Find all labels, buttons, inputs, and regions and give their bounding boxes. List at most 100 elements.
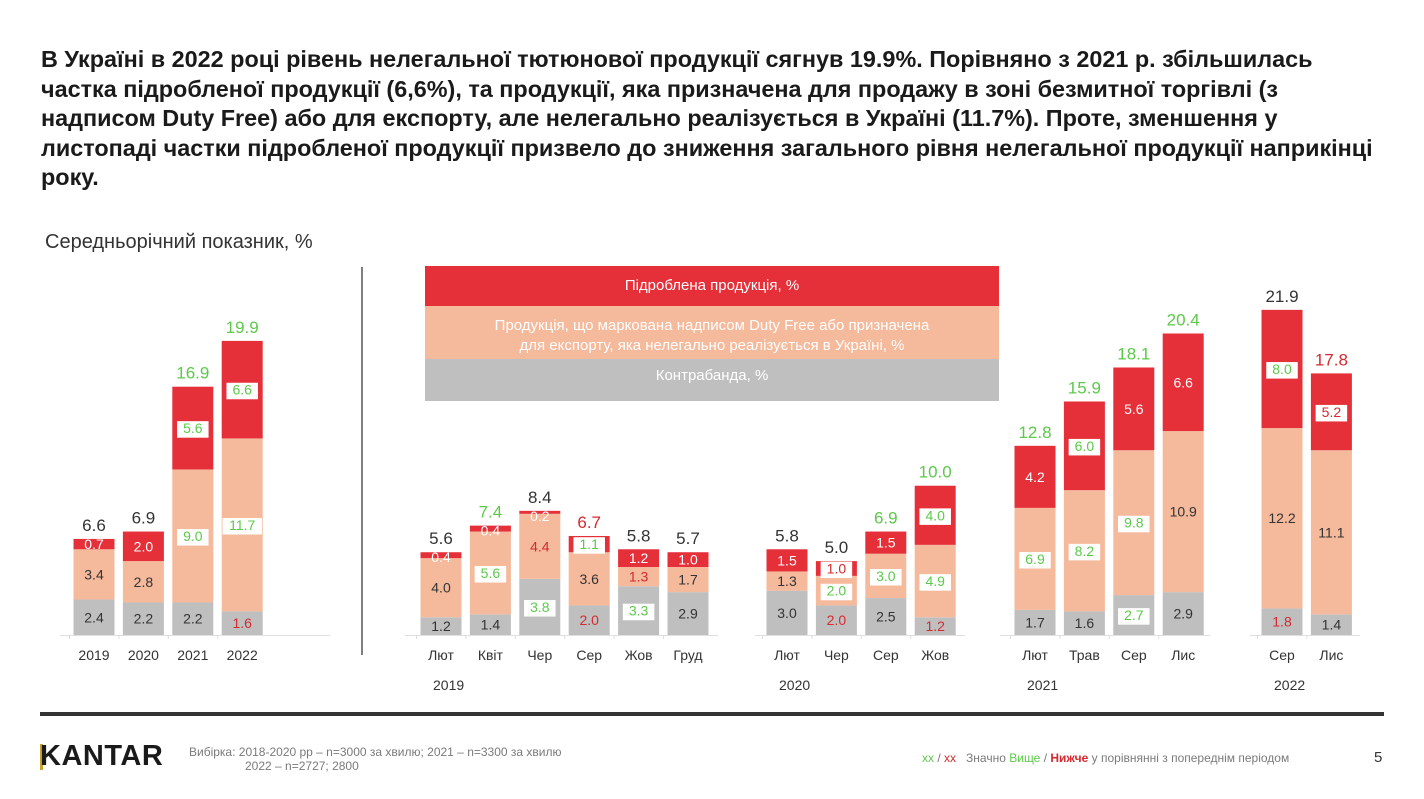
bar-segment-contraband: [469, 614, 511, 635]
label-contraband: 2.5: [876, 609, 896, 625]
label-total: 6.9: [132, 509, 156, 528]
label-total: 8.4: [528, 488, 552, 507]
bar-segment-duty-free: [122, 561, 164, 603]
label-duty-free: 2.0: [827, 583, 847, 599]
label-total: 5.6: [429, 529, 453, 548]
label-counterfeit: 5.6: [1124, 401, 1144, 417]
label-total: 5.8: [627, 526, 651, 545]
label-counterfeit: 1.5: [876, 535, 896, 551]
x-tick-label: Сер: [576, 647, 602, 663]
label-contraband: 2.0: [579, 612, 599, 628]
bar-segment-contraband: [420, 617, 462, 635]
x-tick-label: Лис: [1319, 647, 1343, 663]
label-duty-free: 3.6: [579, 571, 599, 587]
label-contraband: 1.8: [1272, 614, 1292, 630]
significance-note: xx / xx Значно Вище / Нижче у порівнянні…: [922, 751, 1289, 765]
label-duty-free: 4.9: [925, 573, 945, 589]
label-duty-free: 6.9: [1025, 551, 1045, 567]
label-duty-free: 5.6: [481, 565, 501, 581]
bar-segment-duty-free: [618, 567, 660, 587]
x-tick-label: Лют: [774, 647, 800, 663]
label-duty-free-box: [870, 568, 902, 586]
label-contraband: 1.2: [431, 618, 451, 634]
bar-segment-counterfeit: [469, 525, 511, 532]
label-duty-free: 9.8: [1124, 515, 1144, 531]
bar-segment-contraband: [1162, 592, 1204, 635]
label-duty-free-box: [222, 517, 262, 535]
label-total: 21.9: [1265, 287, 1298, 306]
label-counterfeit: 0.4: [481, 523, 501, 539]
label-total: 16.9: [176, 364, 209, 383]
label-total: 17.8: [1315, 350, 1348, 369]
label-contraband: 1.2: [925, 618, 945, 634]
footer-divider: [40, 712, 1384, 716]
label-contraband: 1.4: [481, 617, 501, 633]
x-tick-label: Жов: [921, 647, 949, 663]
group-label: 2022: [1274, 677, 1305, 693]
label-duty-free: 12.2: [1268, 510, 1295, 526]
legend-duty-free-line1: Продукція, що маркована надписом Duty Fr…: [494, 317, 930, 334]
sample-note: Вибірка: 2018-2020 рр – n=3000 за хвилю;…: [189, 745, 562, 773]
label-counterfeit: 2.0: [134, 538, 154, 554]
x-tick-label: 2020: [128, 647, 159, 663]
x-tick-label: Сер: [1269, 647, 1295, 663]
x-tick-label: Чер: [824, 647, 849, 663]
stacked-bar-chart: 2.43.40.76.620192.22.82.06.920202.29.05.…: [60, 267, 1360, 693]
label-counterfeit: 0.7: [84, 536, 104, 552]
label-counterfeit-box: [1315, 404, 1348, 422]
label-contraband: 2.7: [1124, 607, 1144, 623]
label-duty-free: 4.0: [431, 580, 451, 596]
bar-segment-duty-free: [519, 513, 561, 579]
label-contraband-box: [622, 603, 655, 621]
label-duty-free: 10.9: [1170, 504, 1197, 520]
label-contraband: 1.6: [232, 615, 252, 631]
x-tick-label: Квіт: [478, 647, 504, 663]
bar-segment-contraband: [865, 598, 907, 635]
label-total: 5.0: [825, 538, 849, 557]
label-counterfeit: 4.2: [1025, 469, 1045, 485]
label-contraband: 2.4: [84, 609, 104, 625]
bar-segment-contraband: [1014, 609, 1056, 635]
sample-line-1: Вибірка: 2018-2020 рр – n=3000 за хвилю;…: [189, 745, 562, 759]
bar-segment-contraband: [1310, 614, 1352, 635]
label-contraband: 2.9: [678, 606, 698, 622]
label-duty-free-box: [1019, 551, 1051, 569]
page-number: 5: [1374, 749, 1383, 766]
bar-segment-contraband: [667, 592, 709, 635]
bar-segment-contraband: [914, 617, 956, 635]
label-counterfeit: 6.6: [1173, 374, 1193, 390]
label-duty-free: 1.3: [629, 569, 649, 585]
label-duty-free-box: [177, 529, 209, 546]
label-duty-free-box: [919, 574, 951, 591]
label-counterfeit: 1.1: [579, 536, 599, 552]
label-duty-free: 1.7: [678, 572, 698, 588]
label-counterfeit: 1.5: [777, 552, 797, 568]
label-contraband: 3.8: [530, 599, 550, 615]
label-contraband-box: [1118, 608, 1150, 625]
headline: В Україні в 2022 році рівень нелегальної…: [41, 46, 1373, 190]
x-tick-label: Чер: [527, 647, 552, 663]
label-duty-free: 11.1: [1318, 524, 1344, 540]
legend-item-counterfeit: Підроблена продукція, %: [425, 266, 999, 306]
chart-subtitle: Середньорічний показник, %: [45, 231, 313, 253]
x-tick-label: 2021: [177, 647, 208, 663]
label-counterfeit: 8.0: [1272, 361, 1292, 377]
note-slash: /: [937, 751, 941, 765]
label-counterfeit: 1.0: [827, 560, 847, 576]
label-counterfeit: 1.2: [629, 550, 649, 566]
bar-segment-contraband: [1261, 608, 1303, 635]
label-total: 6.7: [577, 513, 601, 532]
x-tick-label: Лют: [1022, 647, 1048, 663]
group-label: 2020: [779, 677, 810, 693]
label-counterfeit: 4.0: [925, 507, 945, 523]
label-counterfeit-box: [820, 561, 853, 579]
bar-segment-contraband: [766, 590, 808, 635]
label-duty-free: 4.4: [530, 538, 550, 554]
label-counterfeit-box: [226, 382, 258, 400]
bar-segment-counterfeit: [865, 531, 907, 554]
label-counterfeit: 1.0: [678, 552, 698, 568]
x-tick-label: Сер: [1121, 647, 1147, 663]
label-counterfeit: 5.6: [183, 420, 203, 436]
label-counterfeit-box: [573, 537, 605, 554]
label-contraband-box: [524, 600, 556, 617]
